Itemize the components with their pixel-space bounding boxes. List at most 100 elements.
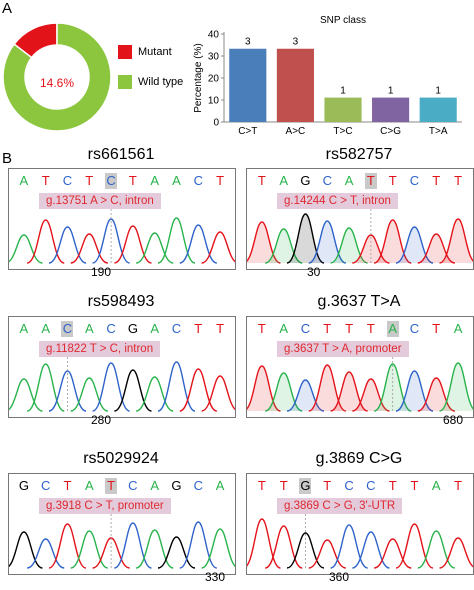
legend-swatch-wild-type bbox=[118, 75, 132, 89]
peak-A bbox=[439, 362, 473, 412]
bar-count-label: 1 bbox=[340, 86, 346, 97]
mutation-label: g.13751 A > C, intron bbox=[39, 193, 161, 209]
base-letter: T bbox=[454, 478, 463, 493]
chromatogram-peaks bbox=[9, 357, 235, 412]
chart-title: SNP class bbox=[320, 15, 366, 26]
chromatogram-peaks bbox=[9, 514, 235, 569]
y-tick-label: 10 bbox=[208, 96, 220, 107]
base-letter: T bbox=[364, 173, 377, 189]
base-letter: C bbox=[40, 478, 51, 493]
peak-A bbox=[201, 528, 235, 569]
x-tick-label: T>C bbox=[333, 126, 352, 137]
trace-title: rs5029924 bbox=[83, 450, 159, 467]
peak-T bbox=[373, 538, 412, 569]
position-label: 30 bbox=[307, 265, 321, 279]
base-letter: A bbox=[41, 321, 51, 336]
base-letter: T bbox=[128, 173, 137, 188]
peak-A bbox=[9, 234, 43, 264]
peak-G bbox=[157, 536, 196, 569]
chromatogram-peaks bbox=[247, 357, 473, 412]
base-letter: C bbox=[300, 321, 311, 336]
base-letter: C bbox=[171, 321, 182, 336]
base-letter: C bbox=[193, 173, 203, 188]
position-label: 360 bbox=[329, 570, 350, 584]
legend-label-wild-type: Wild type bbox=[138, 76, 184, 88]
position-label: 280 bbox=[91, 413, 112, 427]
base-letter: C bbox=[409, 321, 420, 336]
chromatogram-peaks bbox=[9, 209, 235, 264]
legend-item-mutant: Mutant bbox=[118, 45, 172, 59]
y-tick-label: 20 bbox=[208, 74, 220, 85]
base-letter: T bbox=[388, 478, 397, 493]
base-letter: C bbox=[105, 173, 118, 189]
trace-title: rs582757 bbox=[325, 146, 393, 163]
peak-T bbox=[201, 231, 235, 264]
base-letter: C bbox=[106, 321, 116, 336]
bar-4 bbox=[419, 97, 457, 122]
peak-T bbox=[439, 218, 473, 264]
x-tick-label: A>C bbox=[286, 126, 306, 137]
position-label: 330 bbox=[205, 570, 226, 584]
base-letter: A bbox=[19, 173, 29, 188]
base-letter: T bbox=[216, 321, 225, 336]
peak-T bbox=[308, 539, 347, 569]
base-letter: G bbox=[127, 321, 138, 336]
peak-A bbox=[70, 377, 109, 412]
base-letter: T bbox=[279, 478, 288, 493]
base-letter: T bbox=[257, 321, 266, 336]
x-tick-label: T>A bbox=[429, 126, 448, 137]
base-letter: A bbox=[150, 321, 159, 336]
trace-title: g.3637 T>A bbox=[317, 293, 401, 310]
base-letter: C bbox=[61, 321, 74, 337]
base-letter: A bbox=[84, 321, 94, 336]
mutation-label: g.3869 C > G, 3'-UTR bbox=[277, 498, 403, 514]
base-letter: T bbox=[323, 321, 332, 336]
base-letter: T bbox=[257, 478, 266, 493]
base-letter: G bbox=[18, 478, 29, 493]
base-letter: T bbox=[194, 321, 203, 336]
chromatogram-peaks bbox=[247, 514, 473, 569]
base-letter: T bbox=[105, 478, 118, 494]
x-tick-label: C>T bbox=[238, 126, 257, 137]
base-letter: A bbox=[215, 478, 225, 493]
base-letter: T bbox=[388, 173, 397, 188]
peak-T bbox=[439, 537, 473, 569]
y-tick-label: 0 bbox=[213, 118, 219, 129]
donut-slice-wild-type bbox=[2, 22, 112, 132]
base-letter: C bbox=[344, 478, 354, 493]
legend-swatch-mutant bbox=[118, 45, 132, 59]
y-tick-label: 30 bbox=[208, 52, 220, 63]
panel-label-a: A bbox=[2, 0, 13, 17]
base-letter: A bbox=[386, 321, 399, 337]
base-letter: A bbox=[279, 173, 289, 188]
base-letter: T bbox=[85, 173, 94, 188]
trace-title: rs598493 bbox=[87, 293, 155, 310]
base-letter: T bbox=[323, 478, 332, 493]
base-letter: A bbox=[150, 478, 159, 493]
bar-count-label: 1 bbox=[435, 86, 441, 97]
x-tick-label: C>G bbox=[380, 126, 401, 137]
mutation-label: g.3637 T > A, promoter bbox=[277, 341, 409, 357]
bar-3 bbox=[372, 97, 410, 122]
base-letter: A bbox=[279, 321, 289, 336]
legend-label-mutant: Mutant bbox=[138, 46, 172, 58]
peak-T bbox=[70, 233, 109, 264]
base-letter: T bbox=[63, 478, 72, 493]
panel-label-b: B bbox=[2, 150, 13, 167]
base-letter: C bbox=[366, 478, 376, 493]
bar-0 bbox=[229, 48, 267, 122]
y-axis-label: Percentage (%) bbox=[193, 43, 204, 112]
mutation-label: g.11822 T > C, intron bbox=[39, 341, 161, 357]
base-letter: A bbox=[19, 321, 29, 336]
trace-title: g.3869 C>G bbox=[315, 450, 403, 467]
base-letter: A bbox=[453, 321, 463, 336]
bar-count-label: 1 bbox=[388, 86, 394, 97]
base-letter: A bbox=[150, 173, 159, 188]
base-letter: T bbox=[216, 173, 225, 188]
